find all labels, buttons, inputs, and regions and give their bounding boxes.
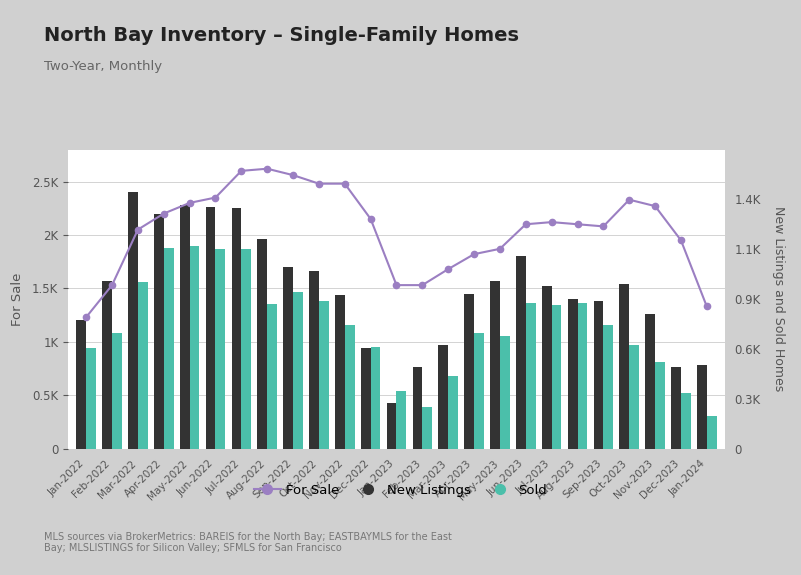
Bar — [387, 402, 396, 449]
Bar — [138, 282, 147, 448]
Legend: For Sale, New Listings, Sold: For Sale, New Listings, Sold — [249, 479, 552, 503]
Bar — [241, 249, 252, 448]
Bar — [568, 299, 578, 448]
Bar — [190, 246, 199, 448]
Bar — [206, 207, 215, 448]
Bar — [76, 320, 87, 448]
Bar — [319, 301, 328, 448]
Bar — [697, 365, 706, 448]
Bar — [516, 256, 525, 448]
Bar — [438, 345, 449, 448]
Bar — [284, 267, 293, 448]
Bar — [655, 362, 665, 448]
Bar — [578, 303, 587, 448]
Bar — [646, 314, 655, 448]
Bar — [449, 376, 458, 448]
Bar — [231, 208, 241, 448]
Bar — [163, 248, 174, 448]
Bar — [413, 367, 422, 448]
Bar — [474, 333, 484, 448]
Bar — [293, 292, 303, 448]
Bar — [257, 239, 268, 448]
Bar — [619, 284, 630, 448]
Bar — [396, 391, 406, 448]
Bar — [594, 301, 603, 448]
Bar — [490, 281, 500, 448]
Bar — [525, 303, 536, 448]
Text: North Bay Inventory – Single-Family Homes: North Bay Inventory – Single-Family Home… — [44, 26, 519, 45]
Bar — [706, 416, 717, 449]
Bar — [179, 205, 190, 448]
Bar — [103, 281, 112, 448]
Bar — [541, 286, 552, 448]
Bar — [268, 304, 277, 448]
Bar — [335, 295, 344, 448]
Bar — [500, 336, 509, 449]
Bar — [112, 333, 122, 448]
Bar — [309, 271, 319, 448]
Bar — [87, 348, 96, 448]
Y-axis label: For Sale: For Sale — [10, 273, 24, 325]
Bar — [681, 393, 690, 448]
Text: Two-Year, Monthly: Two-Year, Monthly — [44, 60, 162, 74]
Bar — [344, 325, 355, 448]
Bar — [603, 325, 614, 448]
Bar — [671, 367, 681, 448]
Bar — [422, 407, 433, 448]
Bar — [465, 294, 474, 448]
Bar — [371, 347, 380, 449]
Bar — [552, 305, 562, 448]
Bar — [630, 345, 639, 448]
Text: MLS sources via BrokerMetrics: BAREIS for the North Bay; EASTBAYMLS for the East: MLS sources via BrokerMetrics: BAREIS fo… — [44, 532, 452, 554]
Bar — [360, 348, 371, 448]
Bar — [215, 249, 225, 448]
Bar — [154, 213, 163, 448]
Bar — [128, 192, 138, 448]
Y-axis label: New Listings and Sold Homes: New Listings and Sold Homes — [772, 206, 785, 392]
